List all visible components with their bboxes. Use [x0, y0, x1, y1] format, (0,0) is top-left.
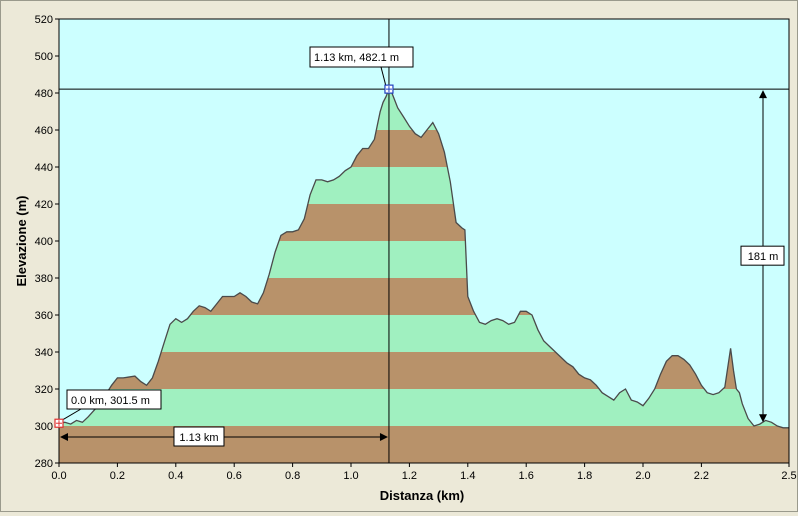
y-tick-label: 280: [35, 458, 53, 470]
peak-callout-box: [309, 46, 414, 68]
elevation-band: [59, 389, 789, 426]
gain-label: 181 m: [748, 251, 779, 263]
start-callout-label: 0.0 km, 301.5 m: [71, 395, 150, 407]
x-tick-label: 0.2: [110, 470, 125, 482]
y-axis: 280 300 320 340 360 380 400 420 440 460 480 500 520: [35, 14, 59, 470]
distance-arrow-right-head: [379, 433, 388, 441]
x-tick-label: 2.5: [781, 470, 796, 482]
distance-measure: 1.13 km: [60, 426, 388, 447]
start-marker-icon[interactable]: [54, 418, 64, 428]
distance-label-box: [173, 426, 225, 447]
start-callout-box: [66, 389, 162, 410]
peak-callout-label: 1.13 km, 482.1 m: [314, 52, 399, 64]
y-tick-label: 460: [35, 125, 53, 137]
peak-callout-leader: [380, 66, 387, 87]
y-axis-title: Elevazione (m): [14, 195, 29, 286]
y-tick-label: 300: [35, 421, 53, 433]
x-axis: 0.0 0.2 0.4 0.6 0.8 1.0 1.2 1.4 1.6 1.8 2.0 2.2 2.5: [51, 463, 797, 482]
start-callout-leader: [61, 408, 82, 421]
y-tick-label: 520: [35, 14, 53, 26]
x-tick-label: 0.4: [168, 470, 183, 482]
x-tick-label: 1.0: [343, 470, 358, 482]
x-tick-label: 1.4: [460, 470, 475, 482]
y-tick-label: 500: [35, 51, 53, 63]
y-tick-label: 480: [35, 88, 53, 100]
distance-label: 1.13 km: [179, 432, 218, 444]
x-tick-label: 2.0: [635, 470, 650, 482]
peak-marker-icon[interactable]: [384, 84, 394, 94]
gain-arrow-top-head: [759, 90, 767, 99]
x-tick-label: 0.0: [51, 470, 66, 482]
distance-arrow-left-head: [60, 433, 68, 441]
peak-point-callout: 1.13 km, 482.1 m: [309, 46, 414, 94]
gain-label-box: [740, 245, 785, 266]
x-tick-label: 1.2: [402, 470, 417, 482]
y-tick-label: 400: [35, 236, 53, 248]
elevation-band: [59, 426, 789, 463]
y-tick-label: 420: [35, 199, 53, 211]
y-tick-label: 440: [35, 162, 53, 174]
x-axis-title: Distanza (km): [380, 488, 465, 503]
x-tick-label: 0.6: [227, 470, 242, 482]
x-tick-label: 0.8: [285, 470, 300, 482]
x-tick-label: 1.6: [519, 470, 534, 482]
y-tick-label: 360: [35, 310, 53, 322]
elevation-gain-measure: 181 m: [740, 90, 785, 423]
elevation-profile-line: [58, 87, 789, 429]
start-point-callout: 0.0 km, 301.5 m: [54, 389, 162, 428]
elevation-band: [59, 352, 789, 389]
y-tick-label: 380: [35, 273, 53, 285]
y-tick-label: 340: [35, 347, 53, 359]
gain-arrow-bottom-head: [759, 414, 767, 423]
x-tick-label: 1.8: [577, 470, 592, 482]
y-tick-label: 320: [35, 384, 53, 396]
x-tick-label: 2.2: [694, 470, 709, 482]
